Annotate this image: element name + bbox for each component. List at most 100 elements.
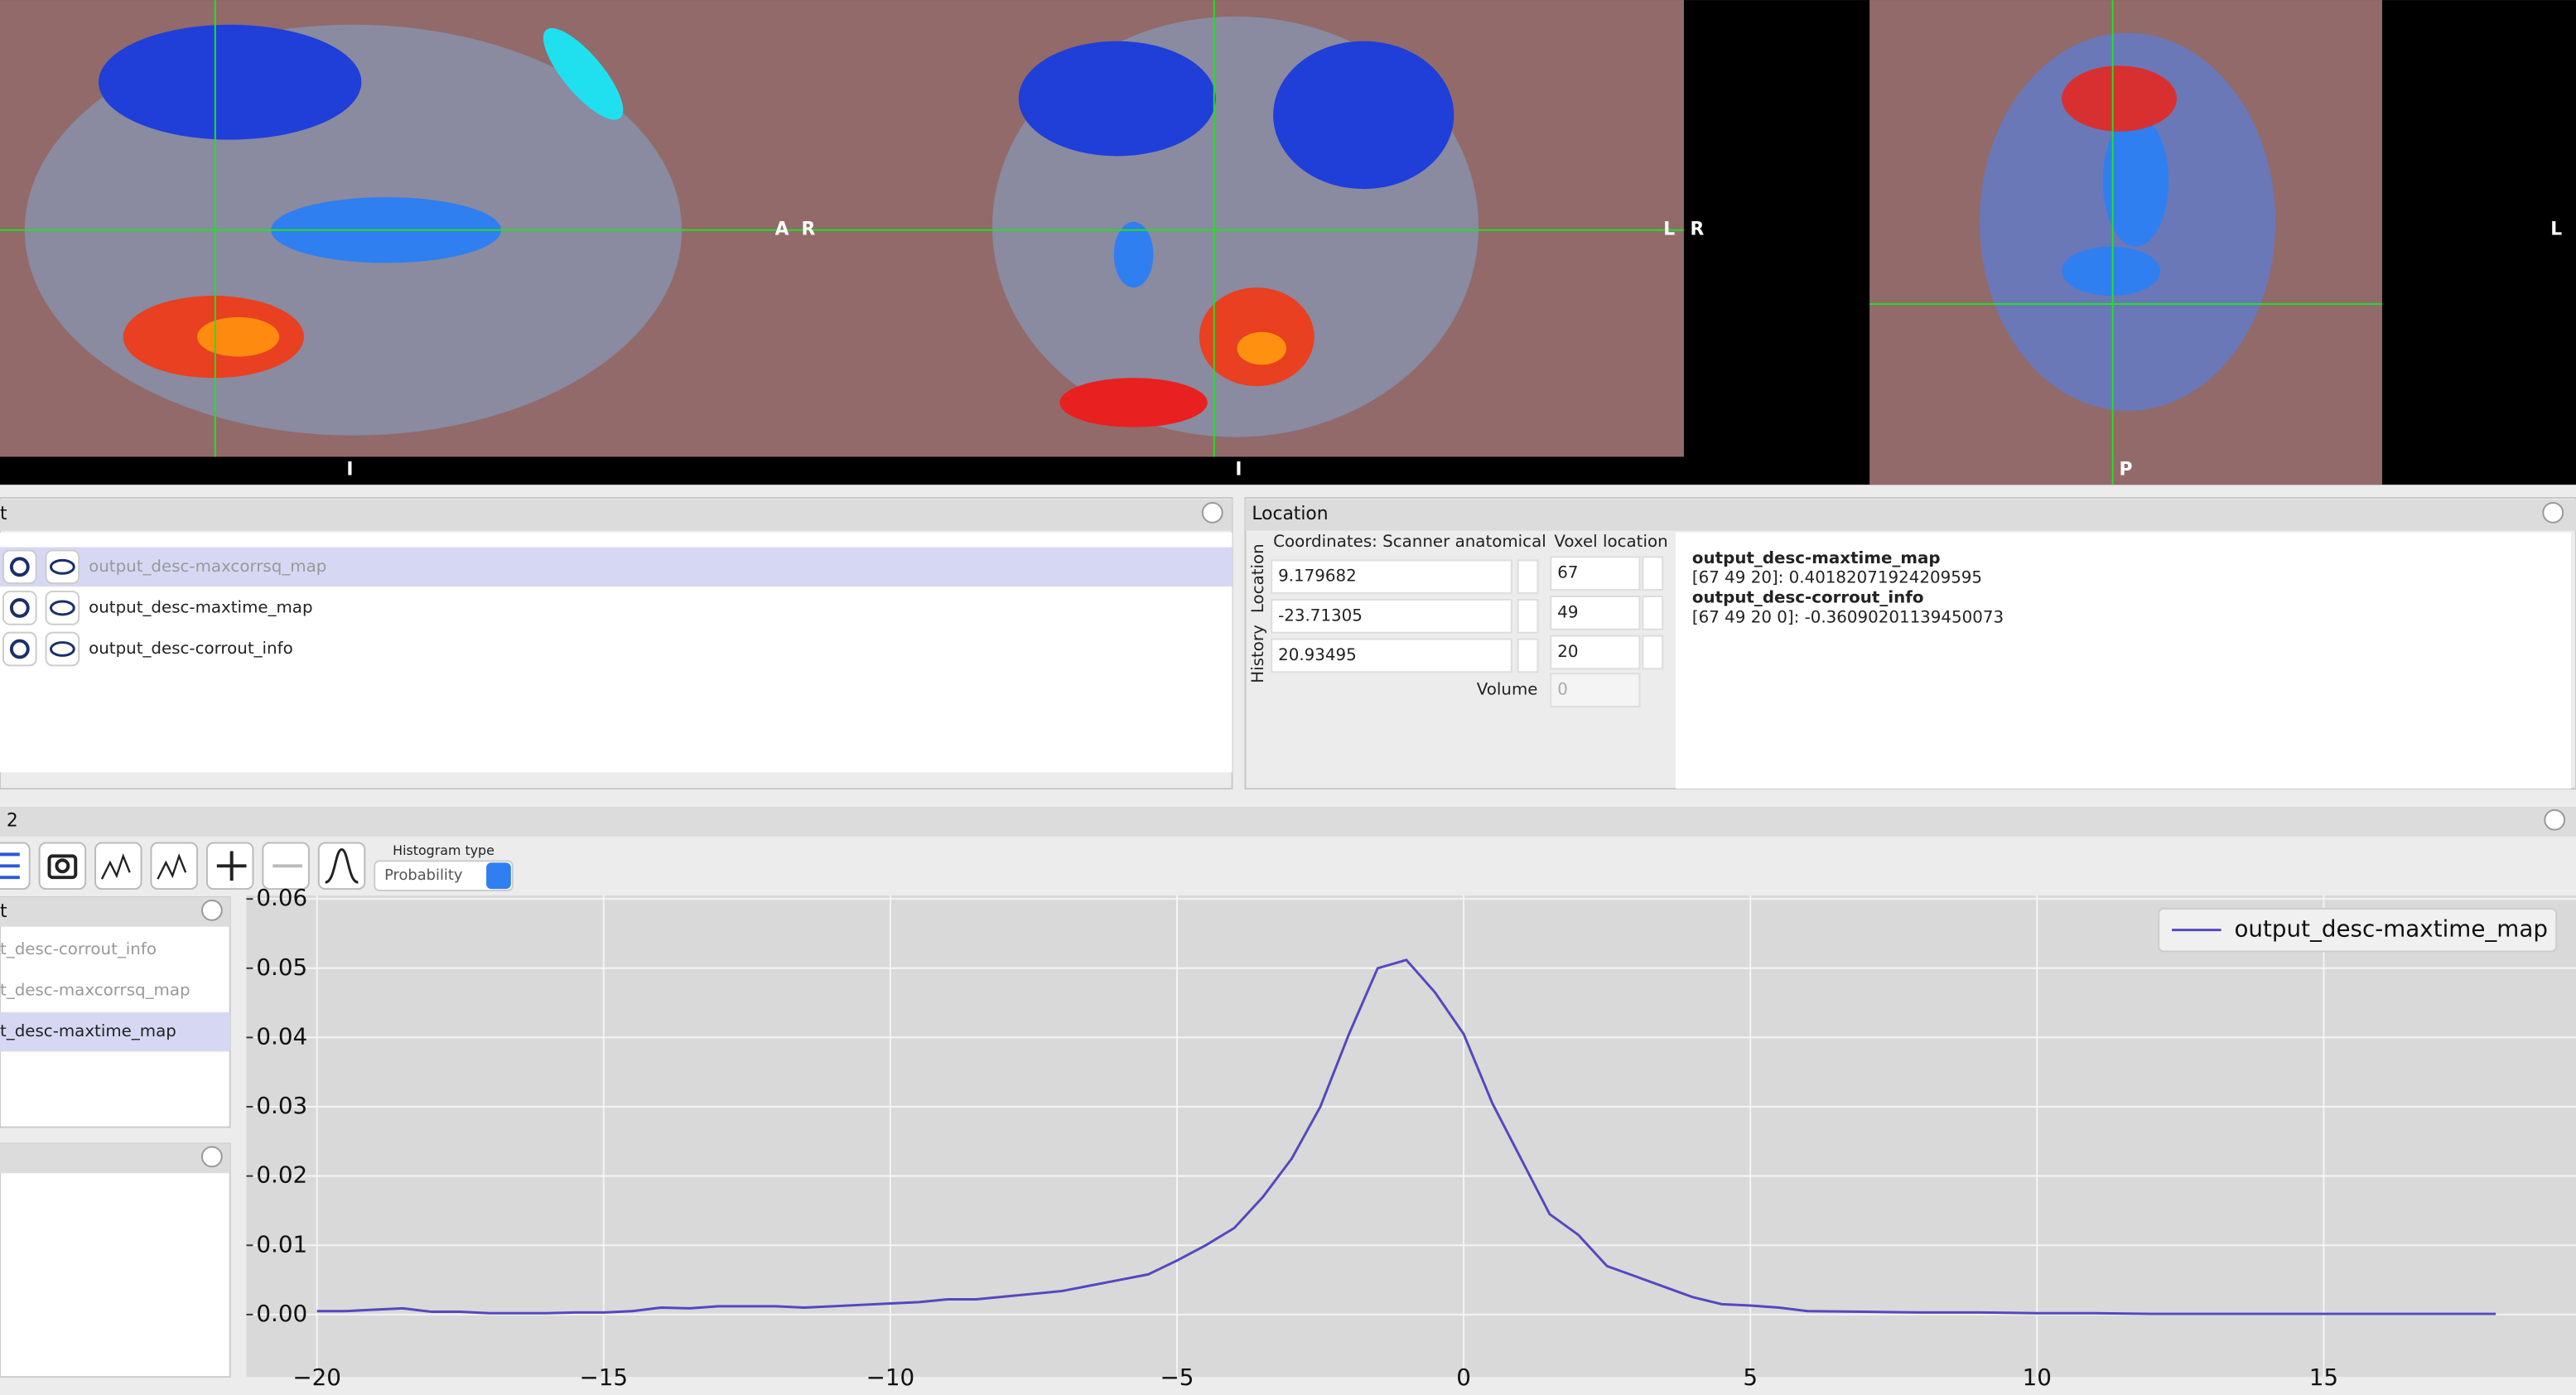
- close-button[interactable]: [200, 899, 223, 921]
- info-area: [1676, 532, 2572, 789]
- series-line: [316, 958, 2496, 1315]
- x-tick-label: −15: [579, 1364, 628, 1391]
- spin-arrows[interactable]: [1642, 556, 1664, 591]
- panel-header: [1245, 499, 2576, 531]
- link-icon: [9, 598, 30, 618]
- y-tick-label: 0.05: [256, 953, 307, 981]
- crosshair: [0, 0, 2382, 485]
- list-item[interactable]: t_desc-maxcorrsq_map: [0, 981, 191, 1000]
- orientation-label: L: [2550, 220, 2562, 240]
- panel-header: [0, 1143, 230, 1174]
- info-name: output_desc-maxtime_map: [1692, 548, 1941, 567]
- spin-arrows[interactable]: [1517, 559, 1539, 595]
- field-label: Coordinates: Scanner anatomical: [1273, 532, 1546, 551]
- dropdown[interactable]: [374, 860, 514, 892]
- panel-title: t: [0, 901, 7, 922]
- link-icon: [9, 639, 30, 659]
- x-tick-label: 5: [1743, 1364, 1758, 1391]
- y-tick-label: 0.06: [256, 884, 307, 911]
- overlay-name[interactable]: output_desc-maxtime_map: [89, 597, 312, 616]
- y-tick-label: 0.03: [256, 1092, 307, 1119]
- spin-arrows[interactable]: [1642, 596, 1664, 630]
- panel-header: [0, 499, 1233, 531]
- tool-button[interactable]: [38, 842, 87, 891]
- link-icon: [9, 557, 30, 577]
- axial-slice: [1980, 32, 2276, 411]
- close-button[interactable]: [200, 1146, 223, 1168]
- close-button[interactable]: [2542, 501, 2564, 524]
- x-tick-label: −5: [1160, 1364, 1194, 1391]
- legend-label[interactable]: output_desc-maxtime_map: [2234, 915, 2548, 943]
- orientation-label: I: [346, 459, 353, 480]
- voxel-value: 20: [1557, 642, 1578, 661]
- x-tick-label: −10: [866, 1364, 915, 1391]
- spinbox[interactable]: [1550, 673, 1641, 707]
- link-button[interactable]: [2, 549, 37, 585]
- field-label: Volume: [1477, 680, 1538, 699]
- spin-arrows[interactable]: [1642, 635, 1664, 670]
- info-name: output_desc-corrout_info: [1692, 588, 1924, 607]
- coord-value: -23.71305: [1278, 606, 1363, 625]
- info-value: [67 49 20]: 0.40182071924209595: [1692, 568, 1982, 587]
- eye-icon: [49, 641, 75, 657]
- list-item[interactable]: t_desc-maxtime_map: [0, 1021, 176, 1040]
- x-tick-label: 0: [1456, 1364, 1471, 1391]
- dropdown-arrow[interactable]: [486, 862, 511, 890]
- coord-value: 9.179682: [1278, 567, 1357, 586]
- visibility-button[interactable]: [45, 591, 80, 625]
- orientation-label: A: [775, 220, 789, 240]
- panel-header: [0, 896, 230, 927]
- selected-row: [0, 1011, 230, 1052]
- overlay-name[interactable]: output_desc-maxcorrsq_map: [89, 557, 326, 576]
- orientation-label: P: [2120, 459, 2133, 480]
- x-tick-label: 10: [2023, 1364, 2052, 1391]
- panel-title: Location: [1252, 504, 1328, 524]
- link-button[interactable]: [2, 591, 37, 625]
- spin-arrows[interactable]: [1517, 638, 1539, 673]
- orientation-label: I: [1235, 459, 1242, 480]
- visibility-button[interactable]: [45, 549, 80, 585]
- orientation-label: R: [801, 220, 815, 240]
- overlay-name[interactable]: output_desc-corrout_info: [89, 639, 293, 658]
- tool-button[interactable]: [150, 842, 199, 891]
- close-button[interactable]: [2544, 809, 2566, 831]
- info-value: [67 49 20 0]: -0.36090201139450073: [1692, 607, 2004, 626]
- voxel-value: 49: [1557, 602, 1578, 621]
- voxel-value: 67: [1557, 563, 1578, 582]
- panel-title: t: [0, 504, 7, 524]
- coord-field[interactable]: [1271, 559, 1512, 595]
- visibility-button[interactable]: [45, 631, 80, 667]
- tab[interactable]: Location: [1248, 543, 1267, 613]
- sagittal-slice: [24, 24, 683, 436]
- voxel-field[interactable]: [1550, 596, 1641, 630]
- coord-field[interactable]: [1271, 598, 1512, 634]
- tool-button[interactable]: [94, 842, 142, 891]
- y-tick-label: 0.01: [256, 1230, 307, 1257]
- legend-box: [2158, 907, 2558, 953]
- eye-icon: [49, 600, 75, 616]
- y-tick-label: 0.04: [256, 1022, 307, 1050]
- coord-value: 20.93495: [1278, 645, 1357, 664]
- y-tick-label: 0.00: [256, 1300, 307, 1327]
- voxel-field[interactable]: [1550, 556, 1641, 591]
- selected-row: [0, 547, 1233, 587]
- spin-arrows[interactable]: [1517, 598, 1539, 634]
- link-button[interactable]: [2, 631, 37, 667]
- orientation-label: R: [1690, 220, 1704, 240]
- orientation-label: L: [1663, 220, 1675, 240]
- eye-icon: [49, 558, 75, 575]
- tab[interactable]: History: [1248, 625, 1267, 683]
- coronal-slice: [991, 16, 1479, 437]
- close-button[interactable]: [1201, 501, 1223, 524]
- voxel-field[interactable]: [1550, 635, 1641, 670]
- list-item[interactable]: t_desc-corrout_info: [0, 939, 157, 958]
- field-label: Voxel location: [1554, 532, 1667, 551]
- panel-header: [0, 806, 2576, 837]
- panel-title: 2: [7, 811, 18, 832]
- x-tick-label: −20: [292, 1364, 341, 1391]
- coord-field[interactable]: [1271, 638, 1512, 673]
- side-panel: [0, 1142, 231, 1378]
- y-tick-label: 0.02: [256, 1161, 307, 1189]
- spinbox-value: 0: [1557, 680, 1568, 699]
